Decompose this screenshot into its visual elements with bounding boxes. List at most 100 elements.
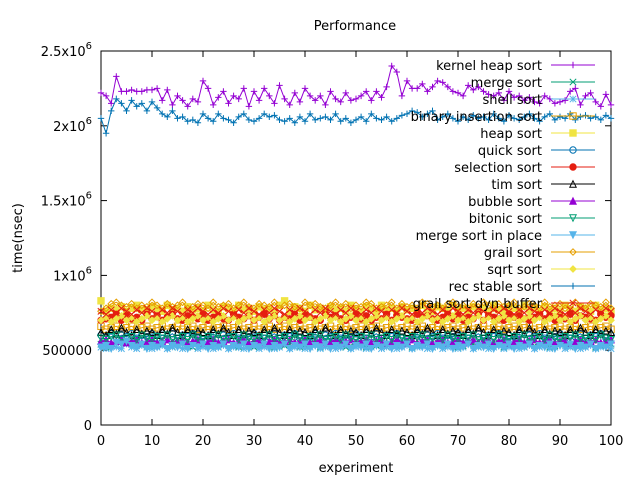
data-point xyxy=(465,82,472,89)
x-tick-label: 70 xyxy=(450,434,467,449)
data-point xyxy=(327,88,334,95)
data-point xyxy=(597,103,604,110)
data-point xyxy=(367,345,376,354)
data-point xyxy=(179,97,186,104)
data-point xyxy=(525,340,534,349)
data-point xyxy=(112,314,121,323)
data-point xyxy=(352,95,360,103)
data-point xyxy=(363,118,370,125)
y-tick-label: 0 xyxy=(84,419,92,434)
data-point xyxy=(377,334,386,343)
data-point xyxy=(240,85,247,92)
data-point xyxy=(178,340,187,349)
data-point xyxy=(193,334,202,343)
data-point xyxy=(184,306,192,314)
data-point xyxy=(581,334,590,343)
data-point xyxy=(250,88,258,95)
data-point xyxy=(346,304,355,313)
y-tick-label: 1.5x106 xyxy=(41,191,92,210)
data-point xyxy=(414,85,421,92)
data-point xyxy=(224,334,233,343)
data-point xyxy=(347,97,355,104)
data-point xyxy=(510,115,518,122)
data-point xyxy=(520,331,529,340)
data-point xyxy=(459,343,468,352)
data-point xyxy=(193,343,202,352)
x-tick-label: 80 xyxy=(501,434,518,449)
data-point xyxy=(199,307,207,315)
data-point xyxy=(495,115,502,122)
data-point xyxy=(357,113,365,121)
data-point xyxy=(266,92,273,100)
data-point xyxy=(546,345,554,353)
data-point xyxy=(255,343,264,352)
data-point xyxy=(174,115,181,122)
data-point xyxy=(296,98,304,106)
data-point xyxy=(444,110,451,118)
data-point xyxy=(520,343,529,352)
data-point xyxy=(500,325,508,333)
data-point xyxy=(378,94,385,101)
data-point xyxy=(276,82,283,89)
data-point xyxy=(225,116,232,124)
data-point xyxy=(317,92,324,100)
data-point xyxy=(123,88,130,95)
data-point xyxy=(485,345,493,353)
data-point xyxy=(479,316,488,325)
data-point xyxy=(536,100,543,107)
legend-item: kernel heap sort xyxy=(436,59,595,74)
data-point xyxy=(153,85,161,92)
legend-marker xyxy=(569,146,577,154)
data-point xyxy=(148,98,156,106)
data-point xyxy=(383,113,390,121)
data-point xyxy=(250,316,258,325)
data-point xyxy=(439,113,446,121)
axes: 0 10 20 30 40 50 60 70 80 90 10005000001x1061.5x10… xyxy=(41,41,624,449)
data-point xyxy=(164,113,171,121)
legend-label: grail sort xyxy=(484,246,542,261)
data-point xyxy=(510,345,519,354)
data-point xyxy=(392,314,401,323)
data-point xyxy=(250,118,258,125)
data-point xyxy=(215,94,222,101)
data-point xyxy=(515,306,523,314)
data-point xyxy=(234,301,243,310)
data-point xyxy=(591,301,600,310)
y-tick-label-exponent: 6 xyxy=(86,116,92,127)
data-point xyxy=(505,112,513,119)
data-point xyxy=(438,324,447,333)
data-point xyxy=(413,324,422,333)
data-point xyxy=(459,113,467,121)
data-point xyxy=(346,345,355,354)
series-rec-stable-sort xyxy=(97,95,615,137)
legend-marker xyxy=(569,282,577,290)
data-point xyxy=(286,101,293,109)
legend-marker xyxy=(569,299,577,307)
data-point xyxy=(464,317,473,326)
data-point xyxy=(336,336,345,345)
legend-marker xyxy=(569,112,577,120)
data-point xyxy=(270,336,279,345)
data-point xyxy=(377,307,386,315)
data-point xyxy=(239,314,248,323)
data-point xyxy=(408,333,417,342)
data-point xyxy=(449,304,457,312)
data-point xyxy=(556,98,564,106)
data-point xyxy=(306,333,315,342)
data-point xyxy=(429,83,436,91)
data-point xyxy=(209,324,218,333)
data-point xyxy=(220,115,227,122)
data-point xyxy=(526,94,533,101)
data-point xyxy=(137,314,146,323)
data-point xyxy=(448,334,457,343)
data-point xyxy=(285,317,294,326)
data-point xyxy=(464,324,473,333)
data-point xyxy=(566,340,575,349)
data-point xyxy=(112,298,121,307)
data-point xyxy=(540,336,549,345)
data-point xyxy=(295,304,304,313)
data-point xyxy=(173,334,182,343)
data-point xyxy=(500,97,508,104)
data-point xyxy=(122,307,131,315)
